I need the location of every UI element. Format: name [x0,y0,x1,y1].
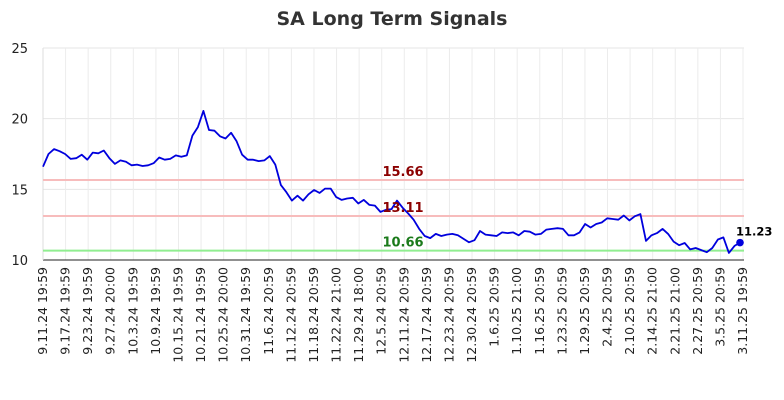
x-tick-label: 10.25.24 20:00 [216,267,231,363]
last-point-group: 11.23 [736,225,772,247]
x-tick-label: 11.6.24 20:59 [261,267,276,355]
x-tick-label: 2.27.25 20:59 [690,267,705,355]
last-point [736,238,744,247]
x-tick-label: 12.17.24 20:59 [419,267,434,363]
x-tick-label: 10.31.24 19:59 [238,267,253,363]
y-axis-labels: 10 15 20 25 [11,42,28,269]
x-tick-label: 2.21.25 21:00 [667,267,682,355]
x-tick-label: 10.9.24 19:59 [148,267,163,355]
x-tick-label: 1.16.25 20:59 [532,267,547,355]
reference-label: 13.11 [382,201,423,216]
x-tick-label: 12.23.24 20:59 [441,267,456,363]
chart-title: SA Long Term Signals [277,8,508,30]
x-tick-label: 11.29.24 18:00 [351,267,366,363]
x-tick-label: 2.10.25 20:59 [622,267,637,355]
y-tick-label: 15 [11,183,28,198]
x-tick-label: 12.5.24 20:59 [374,267,389,355]
series-line [42,110,741,254]
y-tick-label: 20 [11,113,28,128]
x-tick-label: 9.23.24 19:59 [80,267,95,355]
x-tick-label: 11.22.24 21:00 [329,267,344,363]
x-tick-label: 1.10.25 21:00 [509,267,524,355]
x-tick-label: 1.29.25 20:59 [577,267,592,355]
x-tick-label: 9.27.24 20:00 [103,267,118,355]
x-tick-label: 12.30.24 20:59 [464,267,479,363]
last-value-label: 11.23 [736,225,772,239]
x-tick-label: 12.11.24 20:59 [396,267,411,363]
x-axis-labels: 9.11.24 19:59 9.17.24 19:59 9.23.24 19:59 9… [35,267,750,363]
x-tick-label: 2.4.25 20:59 [600,267,615,347]
series-group [42,110,741,254]
reference-label: 15.66 [382,165,423,180]
x-tick-label: 11.12.24 20:59 [283,267,298,363]
x-tick-label: 1.23.25 20:59 [554,267,569,355]
x-tick-label: 9.17.24 19:59 [58,267,73,355]
x-tick-label: 10.3.24 19:59 [125,267,140,355]
grid [42,47,744,261]
x-tick-label: 11.18.24 20:59 [306,267,321,363]
x-tick-label: 2.14.25 21:00 [645,267,660,355]
x-tick-label: 10.15.24 19:59 [170,267,185,363]
reference-label: 10.66 [382,236,423,251]
y-tick-label: 25 [11,42,28,57]
x-tick-label: 3.5.25 20:59 [712,267,727,347]
axes [42,48,744,261]
x-tick-label: 10.21.24 19:59 [193,267,208,363]
y-tick-label: 10 [11,254,28,269]
x-tick-label: 9.11.24 19:59 [35,267,50,355]
reference-lines [43,179,744,252]
reference-labels: 15.66 13.11 10.66 [382,165,423,251]
x-tick-label: 3.11.25 19:59 [735,267,750,355]
x-tick-label: 1.6.25 20:59 [487,267,502,347]
